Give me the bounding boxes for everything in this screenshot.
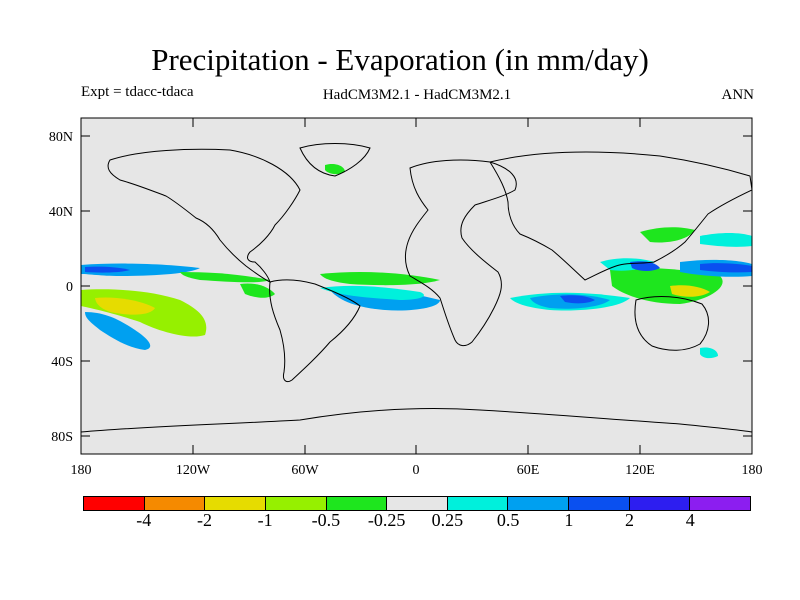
colorbar-box	[447, 497, 509, 510]
contour-blue-pacific-itcz	[81, 263, 200, 276]
map-title: Precipitation - Evaporation (in mm/day)	[151, 42, 649, 77]
lon-labels: 180 120W 60W 0 60E 120E 180	[71, 463, 763, 478]
colorbar-label: -2	[196, 510, 212, 530]
lon-label-60w: 60W	[291, 463, 319, 478]
contour-yellow-spcz	[95, 297, 155, 315]
colorbar-label: 4	[685, 510, 695, 530]
south-america-outline	[269, 279, 361, 383]
lon-label-60e: 60E	[517, 463, 540, 478]
colorbar-label: 0.25	[431, 510, 464, 530]
colorbar-label: 1	[564, 510, 574, 530]
experiment-label: Expt = tdacc-tdaca	[81, 84, 194, 100]
colorbar-box	[629, 497, 691, 510]
lat-label-40s: 40S	[51, 355, 73, 370]
colorbar-box	[144, 497, 206, 510]
contour-cyan-atlantic	[320, 285, 424, 300]
colorbar-label: -1	[257, 510, 273, 530]
lat-label-0: 0	[66, 280, 73, 295]
lat-label-40n: 40N	[49, 205, 73, 220]
lat-label-80s: 80S	[51, 430, 73, 445]
colorbar-box	[508, 497, 570, 510]
colorbar-label: -4	[136, 510, 152, 530]
coastlines	[81, 143, 752, 433]
models-label: HadCM3M2.1 - HadCM3M2.1	[322, 87, 512, 103]
lat-labels: 80N 40N 0 40S 80S	[49, 130, 73, 445]
lon-ticks	[80, 118, 641, 454]
colorbar-box	[84, 497, 145, 510]
colorbar-box	[387, 497, 448, 510]
colorbar-box	[205, 497, 266, 510]
colorbar-box	[690, 497, 751, 510]
contour-blue-south-pacific	[85, 312, 151, 350]
lat-label-80n: 80N	[49, 130, 73, 145]
asia-outline	[489, 151, 752, 281]
lat-ticks	[81, 135, 752, 437]
contour-green-pacific-band	[180, 272, 270, 283]
contour-green-central-america	[240, 283, 275, 298]
contour-green-greenland	[325, 163, 345, 175]
contour-darkblue-west-pacific	[700, 263, 752, 273]
season-label: ANN	[721, 87, 755, 103]
contour-yellow-maritime	[670, 285, 710, 297]
contour-cyan-australia	[700, 347, 718, 359]
colorbar-label: 0.5	[496, 510, 520, 530]
lon-label-0: 0	[413, 463, 420, 478]
lon-label-120w: 120W	[176, 463, 211, 478]
north-america-outline	[107, 148, 301, 283]
contour-blue-maritime	[630, 261, 660, 271]
colorbar-label: 2	[625, 510, 635, 530]
australia-outline	[634, 296, 709, 351]
colorbar	[83, 496, 751, 511]
europe-africa-outline	[405, 159, 517, 347]
contour-darkblue-indian-ocean	[560, 295, 595, 304]
greenland-outline	[299, 143, 371, 177]
contour-darkblue-pacific-itcz	[85, 266, 130, 273]
lon-label-180e: 180	[742, 463, 763, 478]
contour-cyan-north-pacific	[700, 233, 752, 247]
colorbar-box	[265, 497, 327, 510]
colorbar-box	[569, 497, 630, 510]
lon-label-180w: 180	[71, 463, 92, 478]
contour-green-northwest-pacific	[640, 227, 695, 243]
colorbar-box	[326, 497, 388, 510]
colorbar-label: -0.25	[367, 510, 406, 530]
antarctica-outline	[81, 407, 752, 433]
colorbar-label: -0.5	[311, 510, 341, 530]
lon-label-120e: 120E	[625, 463, 655, 478]
